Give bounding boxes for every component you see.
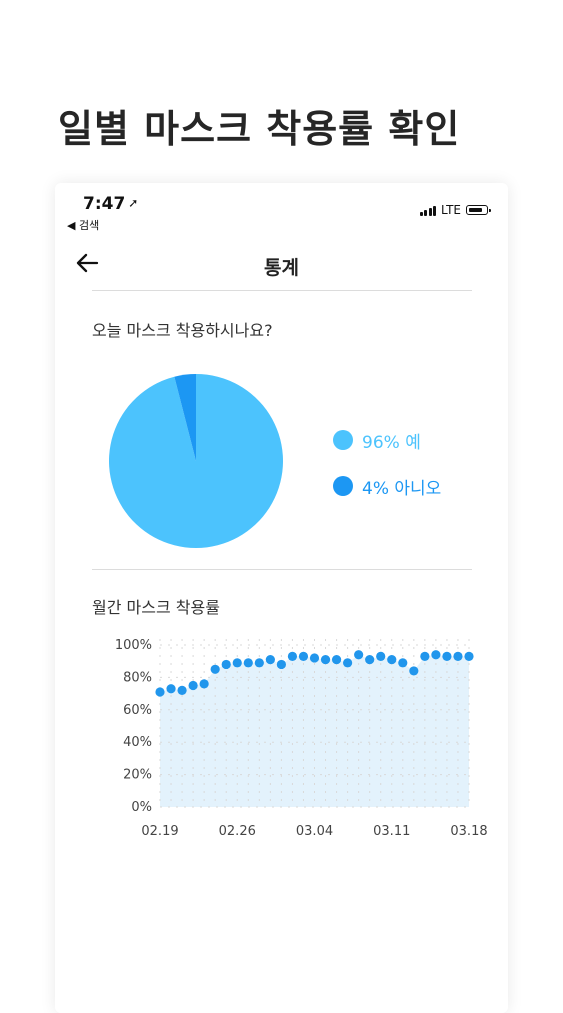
monthly-line-chart: 0% 20% 40% 60% 80% 100% 02.19 02.26 03.04 03.11 03… <box>115 638 488 839</box>
data-point <box>265 654 275 665</box>
data-point <box>398 658 408 668</box>
today-section-title: 오늘 마스크 착용하시나요? <box>92 321 273 340</box>
pie-slice-yes <box>108 374 283 548</box>
pie-slice-no <box>174 374 196 461</box>
data-point <box>199 679 209 689</box>
x-tick-label: 02.19 <box>141 824 178 839</box>
data-point <box>254 658 264 668</box>
data-point <box>298 651 309 661</box>
data-point <box>331 654 342 665</box>
x-tick-label: 03.11 <box>373 824 410 839</box>
header-divider <box>92 290 472 291</box>
data-point <box>155 687 165 697</box>
legend-item-yes: 96% 예 <box>333 429 441 453</box>
data-point <box>376 651 386 661</box>
y-tick-label: 80% <box>123 670 152 685</box>
data-point <box>420 651 430 661</box>
data-point <box>464 651 474 661</box>
data-point <box>453 651 463 661</box>
x-tick-label: 03.18 <box>450 824 487 839</box>
back-button[interactable] <box>75 250 101 276</box>
data-point <box>166 684 176 694</box>
data-point <box>387 654 397 665</box>
legend-dot-yes <box>333 430 353 450</box>
data-point <box>431 650 441 660</box>
page-title: 통계 <box>264 257 299 279</box>
data-point <box>409 666 419 676</box>
pie-legend: 96% 예 4% 아니오 <box>333 429 441 521</box>
status-right: LTE <box>419 203 491 217</box>
data-point <box>210 664 220 674</box>
section-divider <box>92 569 472 570</box>
x-tick-label: 03.04 <box>296 824 333 839</box>
y-tick-label: 0% <box>131 800 152 815</box>
battery-icon <box>466 205 491 215</box>
y-tick-label: 60% <box>123 703 152 718</box>
data-point <box>320 654 331 665</box>
data-point <box>243 658 253 668</box>
monthly-section-title: 월간 마스크 착용률 <box>92 598 220 617</box>
status-back-link[interactable]: ◀ 검색 <box>67 219 100 232</box>
y-tick-label: 100% <box>115 638 152 653</box>
y-tick-label: 40% <box>123 735 152 750</box>
data-point <box>287 651 298 661</box>
network-label: LTE <box>441 203 461 217</box>
y-tick-label: 20% <box>123 768 152 783</box>
data-point <box>442 651 452 661</box>
legend-label-no: 4% 아니오 <box>362 478 442 499</box>
data-point <box>354 650 364 660</box>
legend-label-yes: 96% 예 <box>362 432 421 453</box>
data-point <box>343 658 353 668</box>
phone-screen: 7:47 ➚ ◀ 검색 LTE 통계 오늘 마스크 착용하시나요? 96% 예 4… <box>55 183 508 1013</box>
data-point <box>188 680 198 691</box>
x-tick-label: 02.26 <box>219 824 256 839</box>
data-point <box>232 658 242 668</box>
legend-dot-no <box>333 476 353 496</box>
data-point <box>309 653 320 663</box>
status-time: 7:47 ➚ <box>83 194 139 214</box>
promo-title: 일별 마스크 착용률 확인 <box>58 107 461 151</box>
data-point <box>177 685 187 695</box>
legend-item-no: 4% 아니오 <box>333 475 442 499</box>
today-pie-chart <box>108 374 283 548</box>
data-point <box>221 659 231 670</box>
data-point <box>365 654 375 665</box>
arrow-left-icon <box>76 253 99 273</box>
location-arrow-icon: ➚ <box>128 196 139 210</box>
signal-bars-icon <box>419 205 437 216</box>
data-point <box>276 659 286 670</box>
